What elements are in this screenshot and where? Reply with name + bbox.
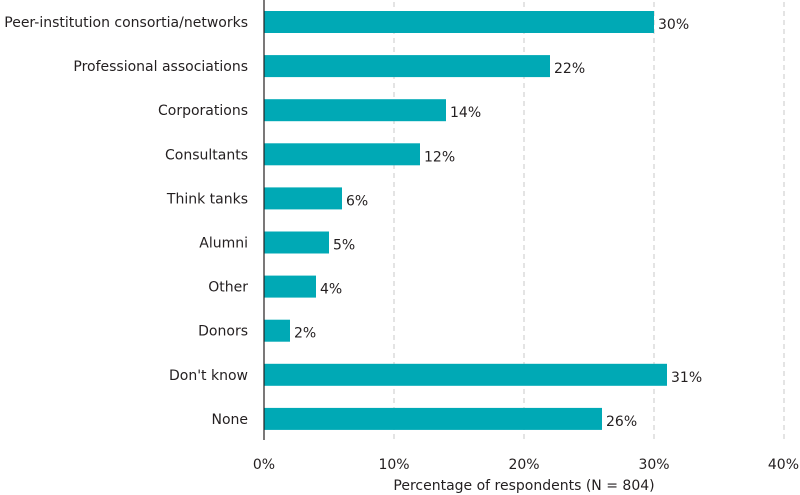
value-label-7: 2%: [294, 326, 316, 342]
value-label-6: 4%: [320, 282, 342, 298]
category-label-9: None: [211, 412, 248, 428]
value-label-1: 22%: [554, 61, 585, 77]
value-label-2: 14%: [450, 105, 481, 121]
value-label-3: 12%: [424, 149, 455, 165]
category-label-1: Professional associations: [73, 59, 248, 75]
bar-0: [264, 11, 654, 33]
x-tick-label-0: 0%: [253, 457, 275, 473]
value-label-5: 5%: [333, 238, 355, 254]
bar-5: [264, 231, 329, 254]
bar-3: [264, 143, 420, 166]
bar-1: [264, 55, 550, 78]
category-label-8: Don't know: [169, 368, 248, 384]
bars: [264, 11, 667, 430]
bar-4: [264, 187, 342, 210]
value-labels: 30% 22% 14% 12% 6% 5% 4% 2% 31% 26%: [294, 17, 702, 430]
category-label-0: Peer-institution consortia/networks: [4, 15, 248, 31]
category-labels: Peer-institution consortia/networks Profe…: [4, 15, 248, 428]
value-label-0: 30%: [658, 17, 689, 33]
category-label-7: Donors: [198, 324, 248, 340]
bar-8: [264, 363, 667, 386]
category-label-5: Alumni: [199, 236, 248, 252]
category-label-3: Consultants: [165, 147, 248, 163]
category-label-2: Corporations: [158, 103, 248, 119]
x-axis-title: Percentage of respondents (N = 804): [393, 478, 654, 494]
bar-7: [264, 319, 290, 342]
bar-2: [264, 99, 446, 122]
bar-6: [264, 275, 316, 298]
category-label-6: Other: [208, 280, 248, 296]
value-label-8: 31%: [671, 370, 702, 386]
x-tick-label-10: 10%: [378, 457, 409, 473]
x-tick-label-20: 20%: [508, 457, 539, 473]
x-tick-label-30: 30%: [638, 457, 669, 473]
value-label-4: 6%: [346, 193, 368, 209]
value-label-9: 26%: [606, 414, 637, 430]
x-tick-labels: 0% 10% 20% 30% 40%: [253, 457, 799, 473]
category-label-4: Think tanks: [166, 191, 248, 207]
bar-9: [264, 407, 602, 430]
x-tick-label-40: 40%: [768, 457, 799, 473]
